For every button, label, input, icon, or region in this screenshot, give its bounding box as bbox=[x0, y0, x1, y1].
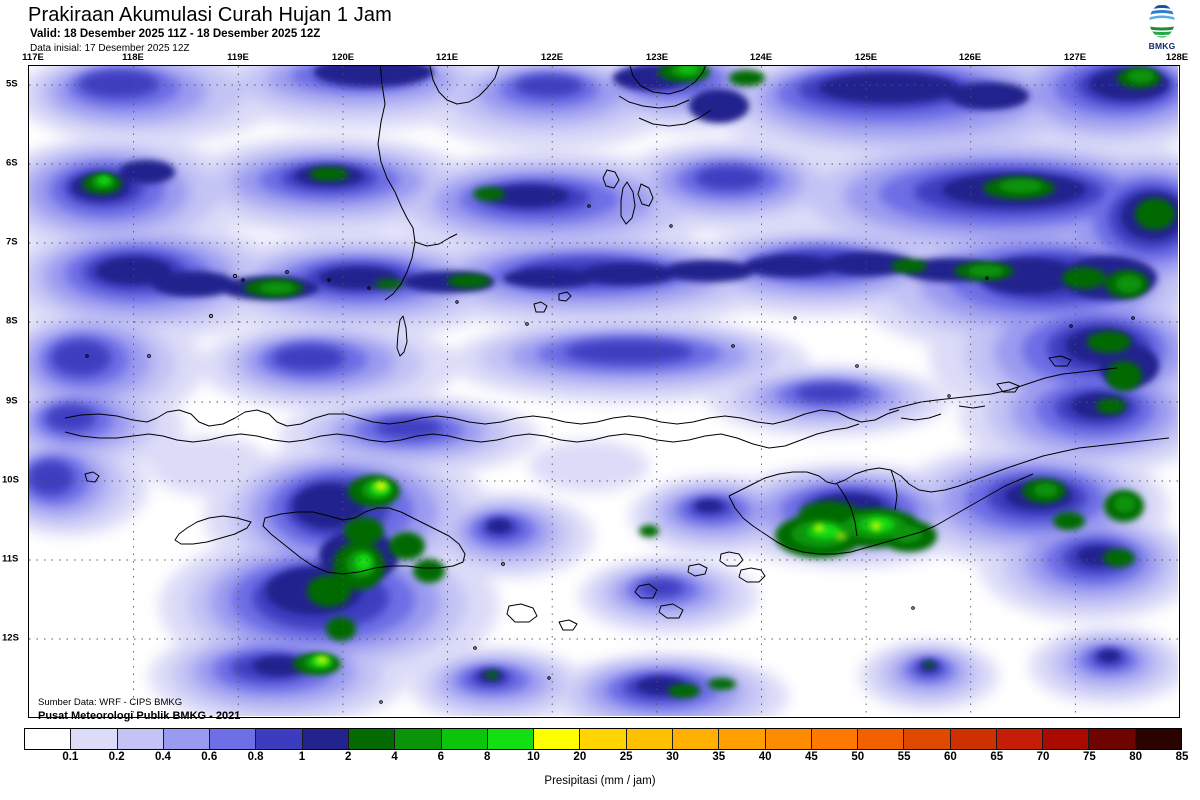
colorbar-cell-5[interactable] bbox=[256, 729, 303, 749]
colorbar-tick-50: 50 bbox=[851, 751, 865, 763]
lat-tick-5s: 5S bbox=[6, 78, 18, 90]
lat-tick-9s: 9S bbox=[6, 395, 18, 407]
precip-band-green bbox=[91, 66, 1155, 670]
lon-tick-117e: 117E bbox=[22, 52, 44, 63]
valid-period-text: Valid: 18 Desember 2025 11Z - 18 Desembe… bbox=[30, 28, 321, 40]
bmkg-logo-label: BMKG bbox=[1148, 41, 1176, 51]
colorbar-cell-19[interactable] bbox=[904, 729, 951, 749]
colorbar-cells[interactable] bbox=[24, 728, 1182, 750]
colorbar-tick-0.1: 0.1 bbox=[62, 751, 79, 763]
lat-tick-10s: 10S bbox=[2, 474, 19, 486]
colorbar-cell-20[interactable] bbox=[950, 729, 997, 749]
page-title: Prakiraan Akumulasi Curah Hujan 1 Jam bbox=[28, 4, 392, 26]
colorbar-cell-15[interactable] bbox=[719, 729, 766, 749]
colorbar-cell-0[interactable] bbox=[25, 729, 72, 749]
coastlines bbox=[64, 66, 1170, 704]
lat-tick-7s: 7S bbox=[6, 236, 18, 248]
colorbar-caption: Presipitasi (mm / jam) bbox=[544, 775, 656, 787]
colorbar-cell-6[interactable] bbox=[302, 729, 349, 749]
lon-tick-126e: 126E bbox=[958, 52, 982, 63]
lon-tick-121e: 121E bbox=[435, 52, 459, 63]
bmkg-logo: BMKG bbox=[1139, 3, 1185, 55]
colorbar-tick-0.8: 0.8 bbox=[247, 751, 264, 763]
colorbar-cell-7[interactable] bbox=[348, 729, 396, 749]
colorbar-cell-24[interactable] bbox=[1135, 729, 1182, 749]
colorbar-tick-6: 6 bbox=[437, 751, 445, 763]
forecast-map[interactable] bbox=[28, 65, 1180, 718]
lat-tick-6s: 6S bbox=[6, 157, 18, 169]
colorbar-tick-60: 60 bbox=[943, 751, 957, 763]
colorbar-cell-1[interactable] bbox=[71, 729, 118, 749]
publisher-text: Pusat Meteorologi Publik BMKG - 2021 bbox=[38, 710, 241, 722]
colorbar-cell-8[interactable] bbox=[395, 729, 442, 749]
lon-tick-122e: 122E bbox=[540, 52, 564, 63]
colorbar-tick-55: 55 bbox=[897, 751, 911, 763]
colorbar-cell-10[interactable] bbox=[487, 729, 535, 749]
colorbar-tick-85: 85 bbox=[1175, 751, 1189, 763]
colorbar-tick-1: 1 bbox=[298, 751, 306, 763]
colorbar-tick-80: 80 bbox=[1129, 751, 1143, 763]
page-header: Prakiraan Akumulasi Curah Hujan 1 Jam Va… bbox=[0, 0, 1200, 62]
colorbar-tick-30: 30 bbox=[666, 751, 679, 763]
colorbar-cell-17[interactable] bbox=[811, 729, 859, 749]
lat-tick-11s: 11S bbox=[2, 553, 19, 565]
colorbar-tick-0.6: 0.6 bbox=[201, 751, 218, 763]
colorbar-cell-11[interactable] bbox=[534, 729, 581, 749]
colorbar-tick-labels: 0.1 0.2 0.4 0.6 0.8 1 2 4 6 8 10 20 25 30 35 40 45 50 55 60… bbox=[24, 751, 1188, 767]
colorbar-tick-45: 45 bbox=[805, 751, 818, 763]
precipitation-field bbox=[29, 66, 1178, 716]
colorbar-cell-23[interactable] bbox=[1089, 729, 1136, 749]
colorbar-cell-3[interactable] bbox=[163, 729, 211, 749]
initial-data-text: Data inisial: 17 Desember 2025 12Z bbox=[30, 43, 190, 54]
lon-tick-119e: 119E bbox=[227, 52, 249, 63]
colorbar-cell-13[interactable] bbox=[626, 729, 673, 749]
precip-band-yellow-core bbox=[316, 482, 881, 663]
lon-tick-124e: 124E bbox=[749, 52, 773, 63]
colorbar-cell-2[interactable] bbox=[117, 729, 164, 749]
colorbar-cell-21[interactable] bbox=[996, 729, 1044, 749]
lat-tick-12s: 12S bbox=[2, 632, 19, 644]
colorbar-tick-20: 20 bbox=[573, 751, 587, 763]
colorbar-tick-40: 40 bbox=[758, 751, 772, 763]
colorbar-cell-14[interactable] bbox=[672, 729, 720, 749]
colorbar-cell-18[interactable] bbox=[858, 729, 905, 749]
colorbar-tick-2: 2 bbox=[345, 751, 352, 763]
colorbar-tick-25: 25 bbox=[619, 751, 633, 763]
colorbar-cell-22[interactable] bbox=[1043, 729, 1090, 749]
colorbar[interactable]: 0.1 0.2 0.4 0.6 0.8 1 2 4 6 8 10 20 25 30 35 40 45 50 55 60… bbox=[24, 728, 1188, 763]
data-source-text: Sumber Data: WRF - CIPS BMKG bbox=[38, 697, 183, 708]
colorbar-tick-4: 4 bbox=[391, 751, 398, 763]
lon-tick-127e: 127E bbox=[1063, 52, 1087, 63]
colorbar-tick-10: 10 bbox=[527, 751, 540, 763]
colorbar-tick-70: 70 bbox=[1036, 751, 1050, 763]
lon-tick-128e: 128E bbox=[1165, 52, 1189, 63]
colorbar-tick-35: 35 bbox=[712, 751, 726, 763]
lat-tick-8s: 8S bbox=[6, 315, 18, 327]
colorbar-tick-0.2: 0.2 bbox=[108, 751, 125, 763]
colorbar-cell-4[interactable] bbox=[210, 729, 257, 749]
lon-tick-120e: 120E bbox=[331, 52, 355, 63]
lon-tick-125e: 125E bbox=[854, 52, 878, 63]
lon-tick-118e: 118E bbox=[122, 52, 144, 63]
colorbar-cell-16[interactable] bbox=[765, 729, 812, 749]
colorbar-tick-75: 75 bbox=[1082, 751, 1096, 763]
colorbar-tick-65: 65 bbox=[990, 751, 1004, 763]
colorbar-cell-9[interactable] bbox=[441, 729, 488, 749]
colorbar-cell-12[interactable] bbox=[580, 729, 627, 749]
bmkg-circular-emblem-icon bbox=[1148, 3, 1176, 39]
colorbar-tick-0.4: 0.4 bbox=[154, 751, 171, 763]
colorbar-tick-8: 8 bbox=[483, 751, 491, 763]
lon-tick-123e: 123E bbox=[645, 52, 669, 63]
